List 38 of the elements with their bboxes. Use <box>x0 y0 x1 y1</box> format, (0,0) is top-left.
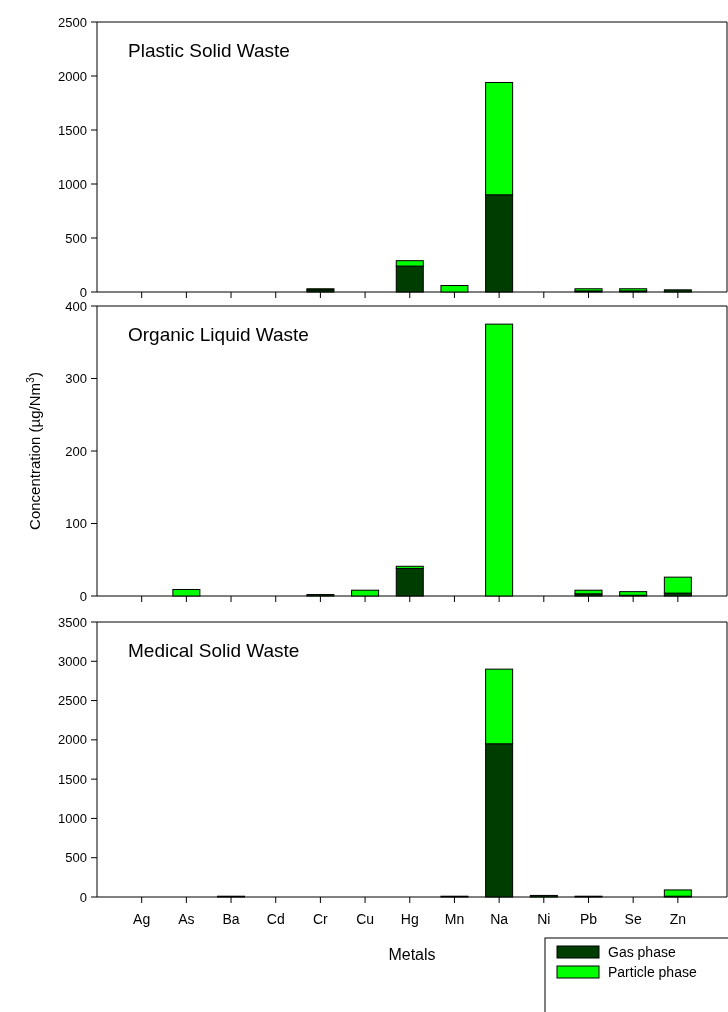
y-tick-label: 0 <box>79 889 87 905</box>
x-tick-label: Ag <box>133 911 151 927</box>
y-tick-label: 400 <box>65 298 87 314</box>
y-tick-label: 200 <box>65 443 87 459</box>
text: Plastic Solid Waste <box>128 40 290 61</box>
y-tick-label: 100 <box>65 516 87 532</box>
y-tick-label: 2500 <box>58 14 87 30</box>
x-axis-title: Metals <box>388 946 436 963</box>
x-tick-label: Na <box>490 911 509 927</box>
y-tick-label: 500 <box>65 230 87 246</box>
text: Medical Solid Waste <box>128 640 300 661</box>
x-tick-label: Zn <box>669 911 687 927</box>
legend-label: Gas phase <box>608 944 676 960</box>
y-tick-label: 0 <box>79 284 87 300</box>
x-tick-label: Mn <box>444 911 465 927</box>
text: Organic Liquid Waste <box>128 324 309 345</box>
y-tick-label: 500 <box>65 850 87 866</box>
x-tick-label: As <box>178 911 195 927</box>
x-tick-label: Ni <box>537 911 551 927</box>
y-tick-label: 2000 <box>58 732 87 748</box>
y-tick-label: 1500 <box>58 122 87 138</box>
y-tick-label: 3000 <box>58 653 87 669</box>
x-tick-label: Se <box>624 911 642 927</box>
y-tick-label: 3500 <box>58 614 87 630</box>
y-tick-label: 0 <box>79 588 87 604</box>
legend-label: Particle phase <box>608 964 697 980</box>
x-tick-label: Cd <box>266 911 285 927</box>
y-tick-label: 2000 <box>58 68 87 84</box>
x-tick-label: Cu <box>356 911 375 927</box>
y-tick-label: 1000 <box>58 810 87 826</box>
x-tick-label: Pb <box>579 911 598 927</box>
x-tick-label: Hg <box>400 911 419 927</box>
y-tick-label: 1000 <box>58 176 87 192</box>
y-tick-label: 1500 <box>58 771 87 787</box>
y-tick-label: 2500 <box>58 693 87 709</box>
x-tick-label: Cr <box>313 911 329 927</box>
x-tick-label: Ba <box>222 911 240 927</box>
y-tick-label: 300 <box>65 371 87 387</box>
